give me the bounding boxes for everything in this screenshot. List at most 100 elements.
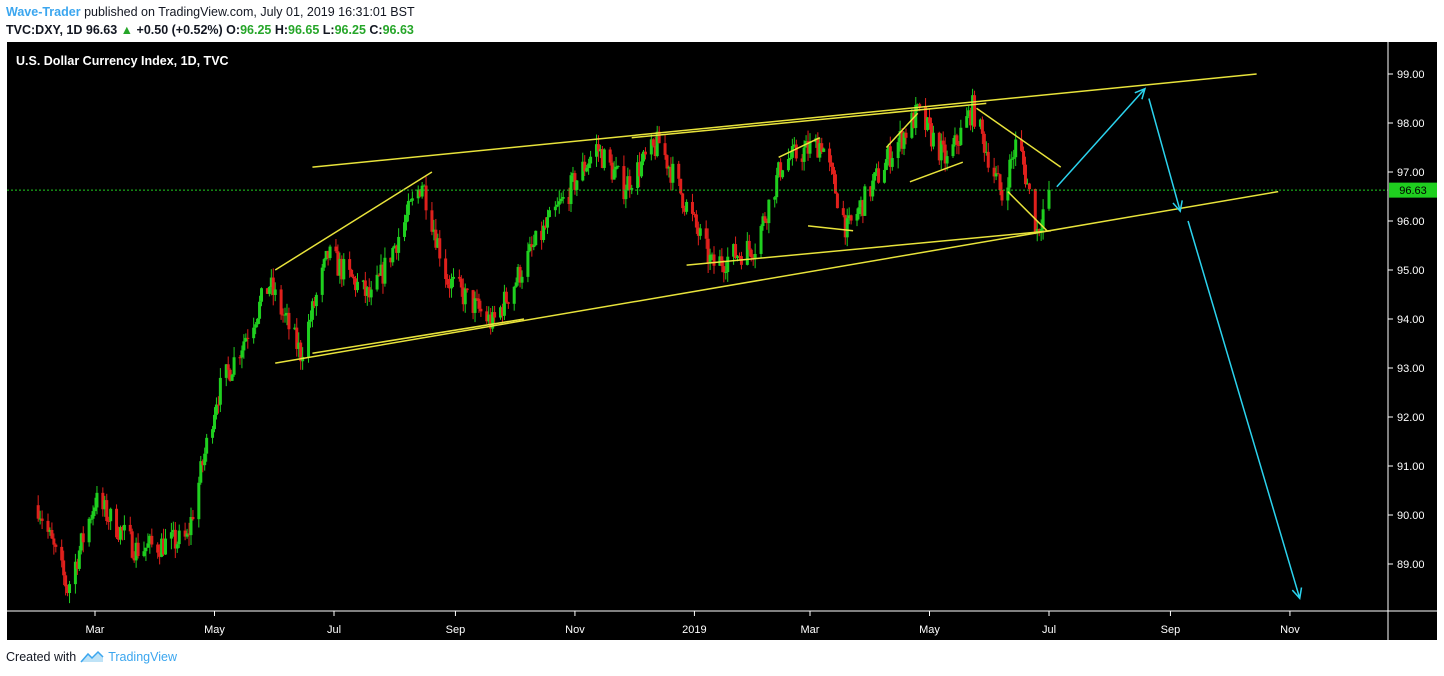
- candle-down: [62, 560, 66, 576]
- candle-down: [446, 279, 450, 285]
- candle-down: [105, 500, 109, 522]
- candle-down: [1033, 189, 1037, 233]
- candle-up: [95, 492, 99, 508]
- candle-down: [929, 123, 933, 147]
- candle-up: [410, 198, 414, 201]
- arrows-group: [1056, 87, 1303, 600]
- candle-up: [189, 516, 193, 536]
- chart-svg[interactable]: 89.00 90.00 91.00 92.00 93.00 94.00 95.00 96.00…: [7, 42, 1437, 640]
- time-axis[interactable]: Mar May Jul Sep Nov 2019 Mar May Jul Sep Nov: [86, 611, 1301, 636]
- candle-up: [87, 518, 91, 543]
- candle-down: [937, 132, 941, 161]
- candle-up: [845, 218, 849, 238]
- candle-up: [916, 104, 920, 106]
- candle-up: [612, 169, 616, 180]
- candle-up: [808, 142, 812, 154]
- candle-up: [355, 281, 359, 291]
- candle-down: [183, 530, 187, 537]
- candle-up: [589, 156, 593, 164]
- candle-down: [722, 266, 726, 273]
- candle-down: [271, 277, 275, 295]
- projection-arrow-head: [1172, 200, 1183, 213]
- candle-up: [710, 254, 714, 256]
- candle-down: [683, 208, 687, 212]
- candle-down: [448, 284, 452, 289]
- candle-up: [1008, 159, 1012, 188]
- candle-down: [681, 193, 685, 209]
- chart-title: U.S. Dollar Currency Index, 1D, TVC: [16, 54, 229, 68]
- candle-down: [832, 166, 836, 175]
- candle-down: [692, 213, 696, 215]
- candle-up: [965, 116, 969, 128]
- tradingview-logo-icon: [80, 650, 104, 663]
- chart-area[interactable]: 89.00 90.00 91.00 92.00 93.00 94.00 95.00 96.00…: [7, 42, 1437, 640]
- candle-up: [984, 151, 988, 153]
- candle-up: [594, 144, 598, 157]
- candle-down: [996, 173, 1000, 175]
- candle-up: [185, 533, 189, 537]
- candle-up: [526, 250, 530, 277]
- candle-down: [506, 302, 510, 304]
- candle-down: [828, 148, 832, 163]
- candle-up: [847, 215, 851, 219]
- price-tick-label: 99.00: [1397, 69, 1425, 81]
- candle-down: [849, 215, 853, 221]
- price-tick-label: 92.00: [1397, 412, 1425, 424]
- last-price-badge-text: 96.63: [1399, 185, 1427, 197]
- candle-down: [287, 312, 291, 330]
- author-link[interactable]: Wave-Trader: [6, 5, 81, 19]
- candle-up: [859, 200, 863, 208]
- candle-up: [109, 508, 113, 522]
- candle-down: [669, 167, 673, 183]
- candle-up: [383, 257, 387, 284]
- time-tick-label: Jul: [1042, 624, 1056, 636]
- candle-up: [232, 357, 236, 375]
- candle-up: [786, 158, 790, 171]
- candle-down: [299, 342, 303, 362]
- time-tick-label: Sep: [1161, 624, 1181, 636]
- candle-up: [293, 327, 297, 330]
- candle-up: [818, 143, 822, 158]
- time-tick-label: Sep: [446, 624, 466, 636]
- created-with-text: Created with: [6, 650, 77, 664]
- price-axis[interactable]: 89.00 90.00 91.00 92.00 93.00 94.00 95.00 96.00…: [1388, 69, 1425, 571]
- candle-down: [246, 337, 250, 339]
- candle-up: [775, 175, 779, 198]
- candle-down: [779, 162, 783, 178]
- candle-down: [381, 264, 385, 284]
- candle-up: [1006, 187, 1010, 201]
- candle-down: [986, 151, 990, 168]
- candle-up: [726, 256, 730, 273]
- candle-up: [649, 139, 653, 155]
- candle-up: [520, 276, 524, 283]
- candle-down: [747, 240, 751, 250]
- candle-up: [953, 135, 957, 145]
- candle-up: [581, 161, 585, 181]
- candle-up: [890, 158, 894, 167]
- candle-up: [931, 132, 935, 147]
- candle-up: [575, 180, 579, 190]
- candle-down: [434, 229, 438, 248]
- candle-up: [761, 216, 765, 227]
- candle-up: [91, 511, 95, 519]
- candle-up: [534, 230, 538, 246]
- candle-up: [205, 437, 209, 454]
- candle-down: [573, 173, 577, 190]
- tradingview-link[interactable]: TradingView: [108, 650, 177, 664]
- candle-down: [352, 276, 356, 279]
- candle-up: [164, 538, 168, 555]
- candle-down: [900, 131, 904, 149]
- candle-up: [532, 245, 536, 248]
- candle-up: [148, 535, 152, 544]
- candle-up: [553, 206, 557, 211]
- candle-up: [73, 561, 77, 585]
- candle-down: [326, 250, 330, 259]
- candle-down: [663, 143, 667, 156]
- candle-down: [765, 220, 769, 224]
- candle-down: [500, 307, 504, 316]
- candle-up: [773, 197, 777, 200]
- candle-down: [830, 162, 834, 167]
- candle-up: [1010, 158, 1014, 160]
- candle-down: [459, 278, 463, 288]
- trendline: [1007, 191, 1048, 232]
